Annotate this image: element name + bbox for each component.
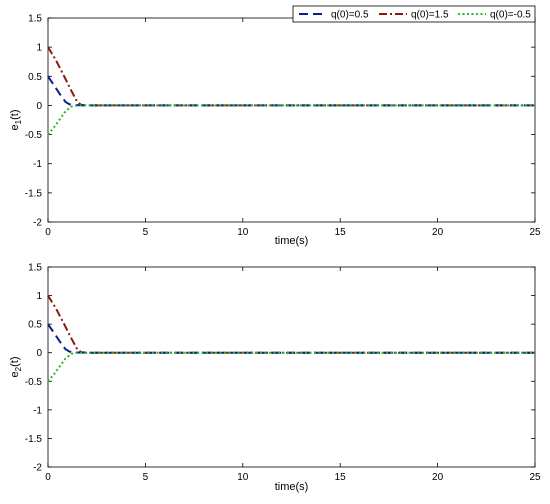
y-tick-label: 0.5 bbox=[28, 320, 42, 331]
x-tick-label: 0 bbox=[45, 227, 51, 238]
y-tick-label: -0.5 bbox=[25, 130, 43, 141]
legend-box bbox=[292, 5, 536, 23]
y-axis-label: e1(t) bbox=[9, 110, 23, 131]
y-tick-label: 1.5 bbox=[28, 14, 42, 25]
x-tick-label: 5 bbox=[143, 472, 149, 483]
x-tick-label: 20 bbox=[432, 227, 444, 238]
y-tick-label: -0.5 bbox=[25, 377, 43, 388]
x-tick-label: 10 bbox=[237, 227, 249, 238]
legend: q(0)=0.5 q(0)=1.5 q(0)=-0.5 bbox=[292, 5, 536, 23]
chart-panel-2: 0 5 10 15 20 25 -2 -1.5 -1 -0.5 0 0.5 1 1.5 time(s) e2(… bbox=[9, 263, 541, 494]
x-tick-label: 15 bbox=[335, 472, 347, 483]
legend-entry-2: q(0)=1.5 bbox=[411, 10, 449, 21]
series-line-3 bbox=[47, 351, 535, 382]
x-tick-label: 0 bbox=[45, 472, 51, 483]
x-tick-label: 5 bbox=[143, 227, 149, 238]
x-tick-label: 15 bbox=[335, 227, 347, 238]
y-tick-label: 0 bbox=[36, 348, 42, 359]
y-axis-label-main: e bbox=[9, 371, 21, 377]
x-axis-label: time(s) bbox=[275, 235, 309, 247]
y-axis-label-subscript: 2 bbox=[14, 366, 23, 371]
plot-area bbox=[47, 266, 536, 468]
x-tick-label: 25 bbox=[529, 472, 541, 483]
x-tick-label: 25 bbox=[529, 227, 541, 238]
y-tick-label: 0.5 bbox=[28, 72, 42, 83]
y-tick-label: 0 bbox=[36, 101, 42, 112]
y-tick-label: -1 bbox=[33, 159, 42, 170]
y-tick-label: 1.5 bbox=[28, 263, 42, 274]
y-tick-label: 1 bbox=[36, 43, 42, 54]
legend-entry-1: q(0)=0.5 bbox=[331, 10, 369, 21]
x-tick-label: 10 bbox=[237, 472, 249, 483]
y-axis-label-tail: (t) bbox=[9, 357, 21, 367]
y-tick-label: -2 bbox=[33, 463, 42, 474]
y-axis-label: e2(t) bbox=[9, 357, 23, 378]
y-axis-label-subscript: 1 bbox=[14, 119, 23, 124]
plot-area bbox=[47, 17, 536, 223]
x-tick-label: 20 bbox=[432, 472, 444, 483]
y-tick-label: 1 bbox=[36, 291, 42, 302]
legend-entry-3: q(0)=-0.5 bbox=[490, 10, 531, 21]
y-tick-label: -1.5 bbox=[25, 434, 43, 445]
y-axis-label-main: e bbox=[9, 124, 21, 130]
y-tick-label: -2 bbox=[33, 218, 42, 229]
y-tick-label: -1.5 bbox=[25, 188, 43, 199]
y-tick-label: -1 bbox=[33, 405, 42, 416]
chart-panel-1: 0 5 10 15 20 25-2-1.5-1-0.500.511.5time(s)e1(… bbox=[9, 5, 541, 247]
y-axis-label-tail: (t) bbox=[9, 110, 21, 120]
x-axis-label: time(s) bbox=[275, 481, 309, 493]
